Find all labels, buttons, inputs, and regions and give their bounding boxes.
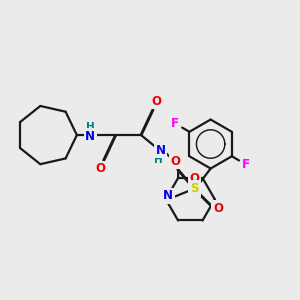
Text: O: O [189,172,199,184]
Text: H: H [86,122,95,132]
Text: S: S [190,182,198,195]
Text: O: O [170,154,180,167]
Text: N: N [155,143,166,157]
Text: H: H [154,155,162,166]
Text: N: N [163,189,173,202]
Text: O: O [96,162,106,175]
Text: N: N [85,130,95,143]
Text: O: O [213,202,223,215]
Text: F: F [242,158,250,171]
Text: F: F [171,117,179,130]
Text: O: O [151,95,161,108]
